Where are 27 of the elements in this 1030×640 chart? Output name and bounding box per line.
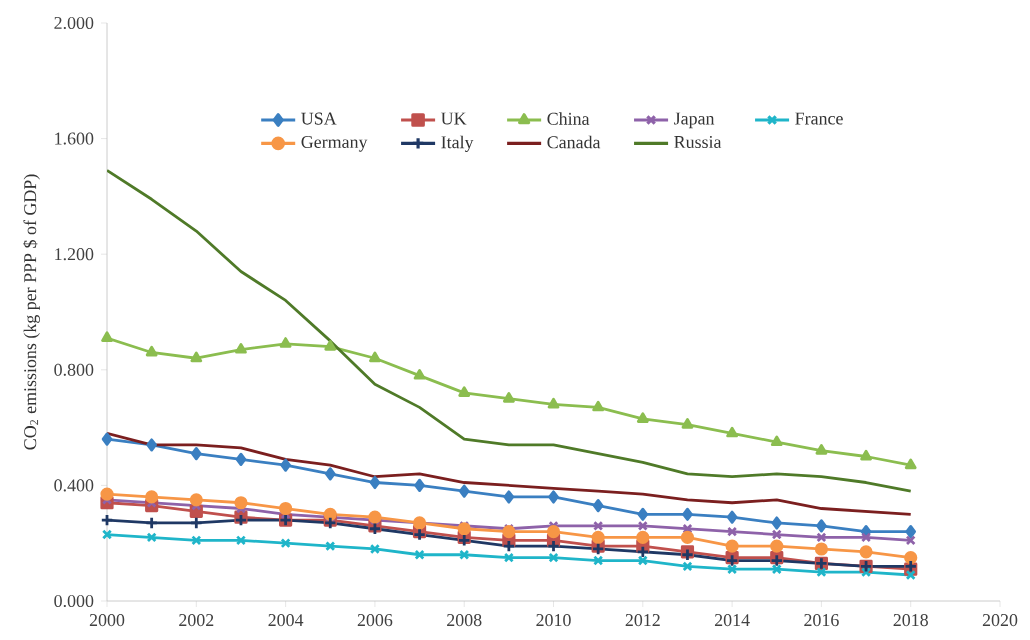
y-tick-label: 0.800 xyxy=(54,363,94,376)
x-tick-label: 2020 xyxy=(982,614,1018,627)
x-tick-label: 2010 xyxy=(536,614,571,627)
x-tick-label: 2018 xyxy=(893,614,928,627)
x-tick-label: 2012 xyxy=(625,614,660,627)
legend-label: Russia xyxy=(674,135,722,149)
legend-label: Japan xyxy=(674,112,715,129)
legend-label: Germany xyxy=(301,135,368,152)
y-tick-label: 1.600 xyxy=(55,132,94,145)
y-tick-label: 2.000 xyxy=(54,16,94,30)
legend-label: China xyxy=(547,112,590,125)
y-axis-title: CO$_{2}$ emissions (kg per PPP $ of GDP) xyxy=(23,174,40,450)
x-tick-label: 2002 xyxy=(179,614,214,627)
legend-label: USA xyxy=(301,112,337,125)
x-tick-label: 2004 xyxy=(268,614,304,627)
x-tick-label: 2008 xyxy=(447,614,482,627)
x-tick-label: 2000 xyxy=(89,614,125,627)
x-tick-label: 2006 xyxy=(357,614,393,627)
legend-label: Canada xyxy=(547,135,601,149)
x-tick-label: 2014 xyxy=(714,614,750,627)
y-tick-label: 0.000 xyxy=(54,594,94,608)
x-tick-label: 2016 xyxy=(804,614,839,627)
legend-label: UK xyxy=(441,112,467,125)
legend-label: France xyxy=(795,112,843,125)
y-tick-label: 1.200 xyxy=(55,248,94,261)
y-tick-label: 0.400 xyxy=(54,479,94,492)
legend-label: Italy xyxy=(441,135,474,153)
